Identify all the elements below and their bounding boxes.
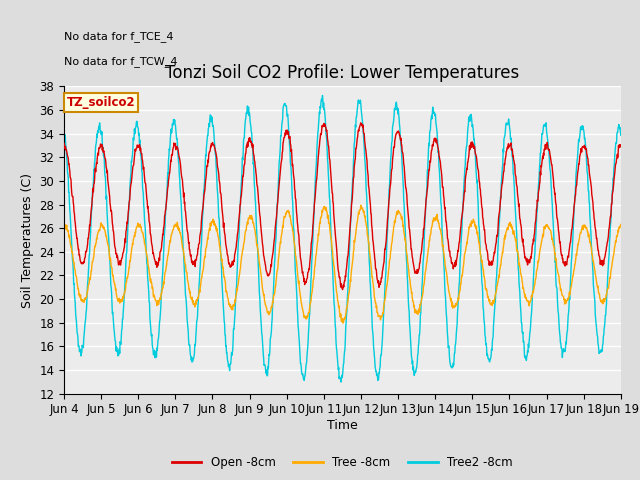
Open -8cm <box>184 230 191 236</box>
Tree2 -8cm <box>617 132 625 138</box>
Open -8cm <box>60 140 68 146</box>
Tree2 -8cm <box>552 259 559 264</box>
X-axis label: Time: Time <box>327 419 358 432</box>
Tree -8cm <box>60 223 68 229</box>
Line: Open -8cm: Open -8cm <box>64 123 621 289</box>
Y-axis label: Soil Temperatures (C): Soil Temperatures (C) <box>20 172 34 308</box>
Open -8cm <box>246 138 254 144</box>
Title: Tonzi Soil CO2 Profile: Lower Temperatures: Tonzi Soil CO2 Profile: Lower Temperatur… <box>165 64 520 82</box>
Tree2 -8cm <box>60 129 68 134</box>
Text: TZ_soilco2: TZ_soilco2 <box>67 96 136 108</box>
Tree -8cm <box>170 223 178 228</box>
Text: No data for f_TCE_4: No data for f_TCE_4 <box>64 31 173 42</box>
Open -8cm <box>502 149 510 155</box>
Open -8cm <box>339 287 346 292</box>
Tree2 -8cm <box>429 108 437 114</box>
Tree -8cm <box>617 222 625 228</box>
Open -8cm <box>429 139 437 144</box>
Text: No data for f_TCW_4: No data for f_TCW_4 <box>64 56 177 67</box>
Open -8cm <box>552 197 559 203</box>
Tree -8cm <box>429 215 437 221</box>
Tree -8cm <box>246 214 254 220</box>
Tree2 -8cm <box>319 93 326 98</box>
Open -8cm <box>617 142 625 148</box>
Tree -8cm <box>339 320 347 326</box>
Tree2 -8cm <box>502 120 510 126</box>
Line: Tree2 -8cm: Tree2 -8cm <box>64 96 621 382</box>
Tree2 -8cm <box>170 120 178 126</box>
Tree2 -8cm <box>337 379 345 385</box>
Tree2 -8cm <box>184 324 191 329</box>
Line: Tree -8cm: Tree -8cm <box>64 205 621 323</box>
Tree2 -8cm <box>246 119 254 125</box>
Open -8cm <box>357 120 365 126</box>
Open -8cm <box>170 143 178 148</box>
Tree -8cm <box>552 257 559 263</box>
Tree -8cm <box>357 203 365 208</box>
Legend: Open -8cm, Tree -8cm, Tree2 -8cm: Open -8cm, Tree -8cm, Tree2 -8cm <box>167 451 518 474</box>
Tree -8cm <box>502 229 510 235</box>
Tree -8cm <box>184 278 191 284</box>
